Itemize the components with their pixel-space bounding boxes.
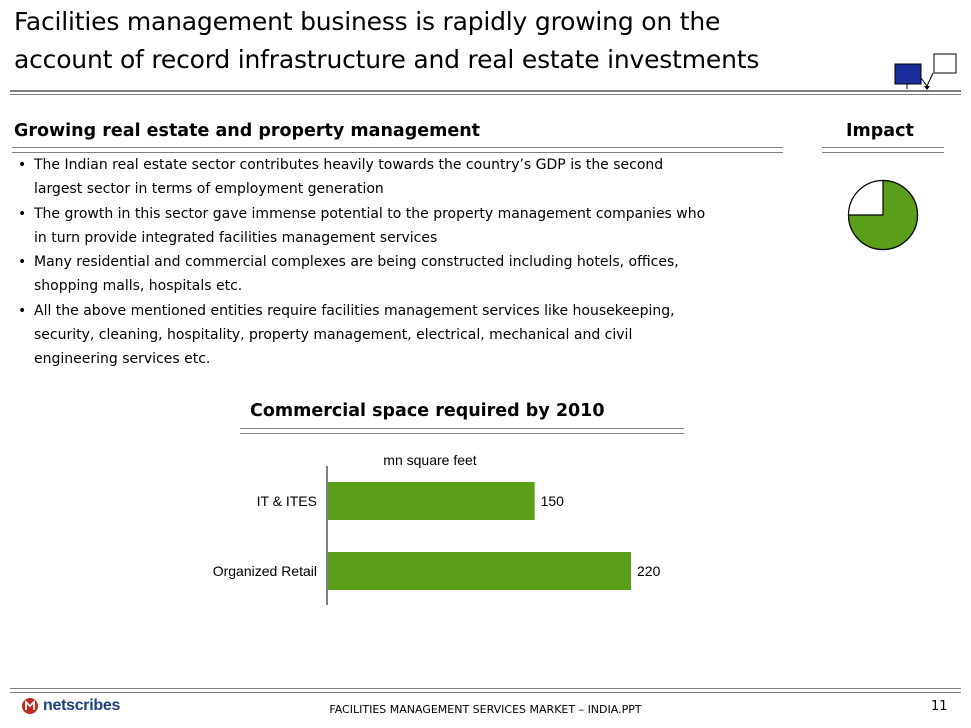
bullet-dot: • [18,157,27,173]
impact-heading-rule [822,147,944,153]
bullet-line: The Indian real estate sector contribute… [34,157,664,173]
chart-title: Commercial space required by 2010 [250,401,605,421]
impact-pie-filled [847,179,919,251]
chart-unit-label: mn square feet [383,452,476,468]
slide-title-line-2: account of record infrastructure and rea… [14,45,760,74]
category-label: Organized Retail [213,563,317,579]
slide-title: Facilities management business is rapidl… [14,3,894,79]
bullet-dot: • [18,205,27,222]
slide-title-line-1: Facilities management business is rapidl… [14,7,721,36]
category-label: IT & ITES [257,493,317,509]
footer-rule [10,688,961,693]
title-rule-top [10,90,961,92]
value-label: 220 [637,563,661,579]
bar-it-ites [328,482,535,520]
bullet-item: • All the above mentioned entities requi… [17,299,782,372]
presentation-screens-icon [894,53,957,90]
bullet-line: shopping malls, hospitals etc. [34,278,243,295]
netscribes-logo-icon [22,698,38,714]
logo-text: netscribes [43,697,121,714]
footer-document-title: FACILITIES MANAGEMENT SERVICES MARKET – … [0,703,971,716]
bar-organized-retail [328,552,631,590]
bullet-dot: • [18,254,27,271]
impact-heading: Impact [846,121,914,141]
title-rule-bottom [10,94,961,95]
bullet-line: All the above mentioned entities require… [34,302,675,319]
bullet-line: largest sector in terms of employment ge… [34,181,384,198]
bullet-line: in turn provide integrated facilities ma… [34,229,438,246]
footer-document-title-text: FACILITIES MANAGEMENT SERVICES MARKET – … [329,703,642,716]
bullet-line: Many residential and commercial complexe… [34,254,679,271]
section-heading: Growing real estate and property managem… [14,121,481,141]
page-number: 11 [931,699,948,714]
section-heading-rule [12,147,783,153]
bullet-line: engineering services etc. [34,351,211,368]
bullet-item: • Many residential and commercial comple… [17,250,782,299]
impact-harvey-ball [847,179,919,251]
bullet-item: • The Indian real estate sector contribu… [17,153,782,202]
bullet-item: • The growth in this sector gave immense… [17,202,782,251]
value-label: 150 [541,493,565,509]
netscribes-logo: netscribes [21,697,120,715]
bullet-line: security, cleaning, hospitality, propert… [34,327,633,344]
chart-title-rule [240,428,684,434]
bullet-line: The growth in this sector gave immense p… [34,205,706,222]
bullet-list: • The Indian real estate sector contribu… [17,153,782,372]
bullet-dot: • [18,302,27,319]
